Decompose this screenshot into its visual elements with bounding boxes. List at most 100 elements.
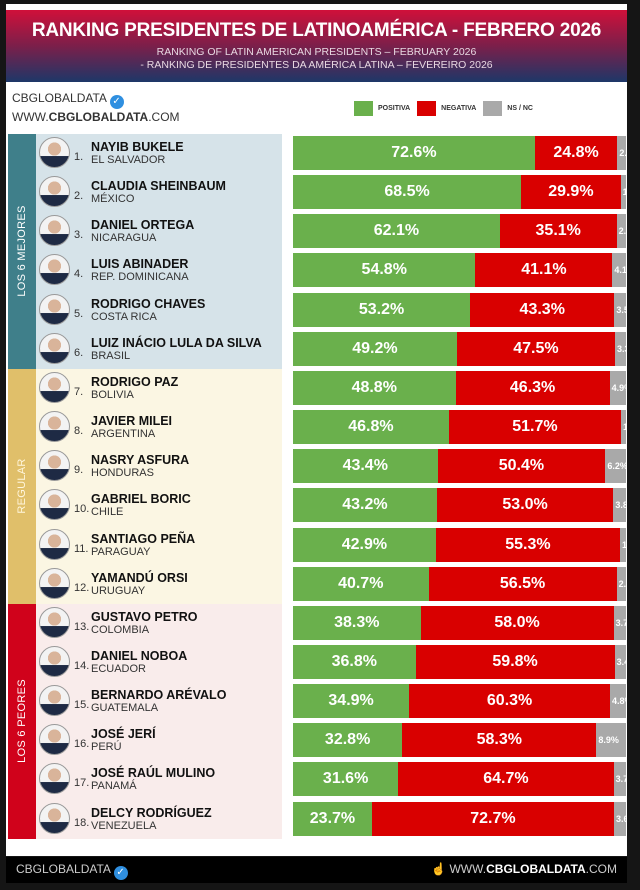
president-photo xyxy=(39,293,70,325)
approval-bar: 49.2% 47.5% 3.3% xyxy=(293,331,626,366)
ranking-row: 17. JOSÉ RAÚL MULINO PANAMÁ 31.6% 64.7% … xyxy=(36,761,626,800)
pointer-hand-icon: ☝ xyxy=(431,862,447,876)
legend-label: POSITIVA xyxy=(378,105,411,112)
ranking-row: 16. JOSÉ JERÍ PERÚ 32.8% 58.3% 8.9% xyxy=(36,722,626,761)
rank-number: 5. xyxy=(74,307,84,320)
ranking-row: 2. CLAUDIA SHEINBAUM MÉXICO 68.5% 29.9% … xyxy=(36,174,626,213)
approval-bar: 36.8% 59.8% 3.4% xyxy=(293,644,626,679)
bar-negativa: 64.7% xyxy=(398,762,614,797)
president-photo xyxy=(39,254,70,286)
bar-nsnc: 2.6% xyxy=(617,136,626,170)
bar-nsnc: 4.8% xyxy=(610,684,626,719)
rank-number: 10. xyxy=(74,503,90,516)
page-title: RANKING PRESIDENTES DE LATINOAMÉRICA - F… xyxy=(31,20,602,41)
rank-number: 7. xyxy=(74,385,84,398)
president-name: SANTIAGO PEÑA xyxy=(91,531,196,546)
bar-positiva: 68.5% xyxy=(293,175,522,210)
group-panel xyxy=(36,603,282,839)
brand-url[interactable]: WWW.CBGLOBALDATA.COM xyxy=(12,110,180,124)
ranking-row: 9. NASRY ASFURA HONDURAS 43.4% 50.4% 6.2… xyxy=(36,448,626,487)
approval-bar: 72.6% 24.8% 2.6% xyxy=(293,136,626,170)
bar-negativa: 56.5% xyxy=(428,566,617,601)
president-photo xyxy=(39,645,70,677)
legend: POSITIVA NEGATIVA NS / NC xyxy=(354,101,540,116)
bar-positiva: 36.8% xyxy=(293,644,416,679)
bar-negativa: 72.7% xyxy=(371,801,614,836)
approval-bar: 43.4% 50.4% 6.2% xyxy=(293,449,626,484)
bar-positiva: 34.9% xyxy=(293,684,410,719)
approval-bar: 31.6% 64.7% 3.7% xyxy=(293,762,626,797)
brand-block: CBGLOBALDATA ✓ WWW.CBGLOBALDATA.COM xyxy=(12,90,180,126)
country-name: VENEZUELA xyxy=(91,819,157,832)
president-photo xyxy=(39,450,70,482)
ranking-row: 4. LUIS ABINADER REP. DOMINICANA 54.8% 4… xyxy=(36,252,626,291)
approval-bar: 32.8% 58.3% 8.9% xyxy=(293,723,626,758)
country-name: HONDURAS xyxy=(91,467,154,480)
bar-positiva: 32.8% xyxy=(293,723,403,758)
country-name: ARGENTINA xyxy=(91,428,156,441)
bar-negativa: 51.7% xyxy=(448,410,621,445)
president-photo xyxy=(39,176,70,208)
president-photo xyxy=(39,685,70,717)
ranking-row: 14. DANIEL NOBOA ECUADOR 36.8% 59.8% 3.4… xyxy=(36,644,626,683)
rank-number: 16. xyxy=(74,738,90,751)
president-name: LUIS ABINADER xyxy=(91,257,189,272)
country-name: CHILE xyxy=(91,506,124,519)
footer-url[interactable]: ☝ WWW.CBGLOBALDATA.COM xyxy=(431,862,617,876)
president-photo xyxy=(39,371,70,403)
rank-number: 18. xyxy=(74,816,90,829)
bar-nsnc: 3.8% xyxy=(613,488,626,523)
bar-positiva: 72.6% xyxy=(293,136,535,170)
approval-bar: 38.3% 58.0% 3.7% xyxy=(293,605,626,640)
bar-nsnc: 2.8% xyxy=(616,214,626,249)
rank-number: 8. xyxy=(74,425,84,438)
bar-nsnc: 3.3% xyxy=(615,331,626,366)
country-name: URUGUAY xyxy=(91,584,146,597)
president-photo xyxy=(39,606,70,638)
rank-number: 9. xyxy=(74,464,84,477)
president-name: LUIZ INÁCIO LULA DA SILVA xyxy=(91,335,262,350)
approval-bar: 40.7% 56.5% 2.8% xyxy=(293,566,626,601)
bar-positiva: 43.4% xyxy=(293,449,438,484)
president-name: YAMANDÚ ORSI xyxy=(91,570,188,585)
country-name: PANAMÁ xyxy=(91,780,137,793)
approval-bar: 43.2% 53.0% 3.8% xyxy=(293,488,626,523)
group-label: LOS 6 PEORES xyxy=(16,679,28,764)
bar-negativa: 29.9% xyxy=(521,175,621,210)
bar-negativa: 46.3% xyxy=(455,370,610,405)
president-photo xyxy=(39,724,70,756)
president-name: JAVIER MILEI xyxy=(91,414,173,429)
rank-number: 2. xyxy=(74,190,84,203)
bar-positiva: 40.7% xyxy=(293,566,429,601)
country-name: PARAGUAY xyxy=(91,545,151,558)
bar-negativa: 35.1% xyxy=(499,214,617,249)
president-photo xyxy=(39,567,70,599)
bar-nsnc: 8.9% xyxy=(596,723,626,758)
president-name: CLAUDIA SHEINBAUM xyxy=(91,179,226,194)
legend-swatch xyxy=(483,101,503,116)
header-banner: RANKING PRESIDENTES DE LATINOAMÉRICA - F… xyxy=(6,10,627,82)
bar-positiva: 62.1% xyxy=(293,214,500,249)
president-photo xyxy=(39,215,70,247)
country-name: EL SALVADOR xyxy=(91,154,166,166)
rank-number: 15. xyxy=(74,699,90,712)
approval-bar: 53.2% 43.3% 3.5% xyxy=(293,292,626,327)
bar-negativa: 58.3% xyxy=(402,723,597,758)
country-name: COLOMBIA xyxy=(91,623,150,636)
legend-swatch xyxy=(354,101,373,116)
bar-nsnc: 6.2% xyxy=(605,449,626,484)
president-photo xyxy=(39,332,70,364)
president-photo xyxy=(39,802,70,834)
approval-bar: 68.5% 29.9% 1.6% xyxy=(293,175,626,210)
bar-negativa: 47.5% xyxy=(456,331,615,366)
bar-positiva: 31.6% xyxy=(293,762,399,797)
bar-positiva: 54.8% xyxy=(293,253,476,288)
president-name: JOSÉ JERÍ xyxy=(91,727,156,742)
country-name: MÉXICO xyxy=(91,193,135,206)
bar-nsnc: 3.6% xyxy=(613,801,626,836)
ranking-row: 1. NAYIB BUKELE EL SALVADOR 72.6% 24.8% … xyxy=(36,135,626,174)
bar-nsnc: 3.5% xyxy=(614,292,626,327)
country-name: NICARAGUA xyxy=(91,232,157,245)
ranking-row: 11. SANTIAGO PEÑA PARAGUAY 42.9% 55.3% 1… xyxy=(36,527,626,566)
president-name: GABRIEL BORIC xyxy=(91,492,191,507)
